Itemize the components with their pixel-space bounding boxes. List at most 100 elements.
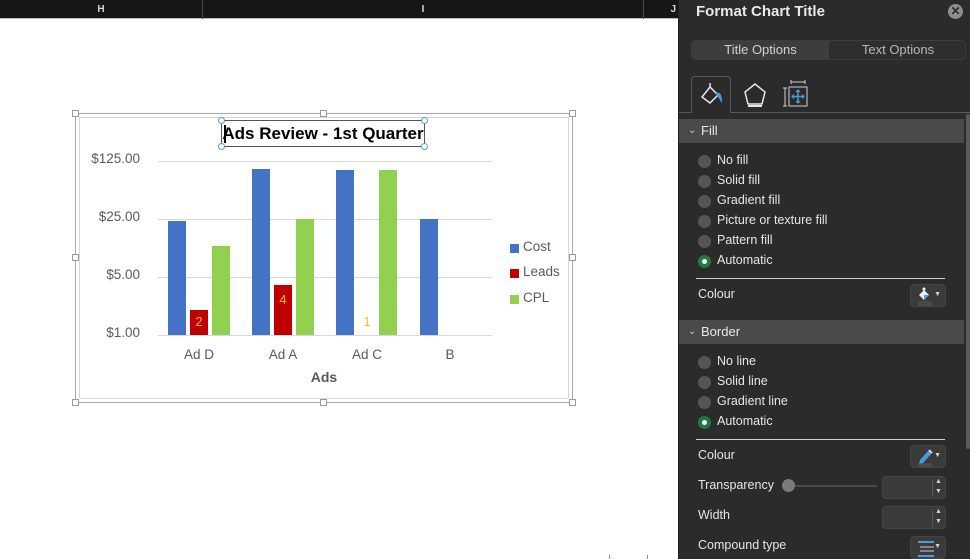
radio-button-selected[interactable] xyxy=(698,255,711,268)
legend-label: Leads xyxy=(523,264,560,279)
title-handle-se[interactable] xyxy=(421,143,428,150)
bar-cost-ad-d[interactable] xyxy=(168,221,186,335)
size-properties-tab[interactable] xyxy=(777,76,817,113)
y-tick-label: $5.00 xyxy=(106,267,140,282)
resize-handle-ne[interactable] xyxy=(569,110,576,117)
title-handle-ne[interactable] xyxy=(421,117,428,124)
transparency-input[interactable]: ▲ ▼ xyxy=(882,476,946,499)
tab-title-options[interactable]: Title Options xyxy=(692,41,829,59)
fill-colour-label: Colour xyxy=(698,287,735,301)
x-tick-label: Ad A xyxy=(268,347,298,362)
radio-label: Gradient fill xyxy=(717,193,781,207)
radio-button[interactable] xyxy=(698,175,711,188)
fill-colour-picker[interactable]: ▼ xyxy=(910,284,946,307)
legend-swatch xyxy=(510,295,519,304)
compound-type-label: Compound type xyxy=(698,538,787,552)
tab-text-options[interactable]: Text Options xyxy=(861,42,935,57)
width-input[interactable]: ▲ ▼ xyxy=(882,506,946,529)
divider xyxy=(696,439,945,440)
bar-cost-ad-a[interactable] xyxy=(252,169,270,335)
radio-button[interactable] xyxy=(698,235,711,248)
gridline xyxy=(158,161,492,162)
paint-bucket-icon xyxy=(918,287,932,306)
transparency-label: Transparency xyxy=(698,478,774,492)
radio-label: Automatic xyxy=(717,414,773,428)
format-chart-title-panel: Format Chart Title ✕ Title Options Text … xyxy=(678,0,970,559)
close-icon[interactable]: ✕ xyxy=(948,4,963,19)
data-label: 2 xyxy=(195,314,203,329)
resize-handle-e[interactable] xyxy=(569,254,576,261)
panel-scrollbar[interactable] xyxy=(966,114,970,449)
chart-title[interactable]: Ads Review - 1st Quarter xyxy=(221,120,425,147)
effects-pentagon-icon xyxy=(744,83,766,107)
radio-label: No fill xyxy=(717,153,749,167)
column-header-i[interactable]: I xyxy=(203,0,644,19)
x-axis-title[interactable]: Ads xyxy=(310,369,338,385)
data-label: 4 xyxy=(279,292,287,307)
border-section-header[interactable]: ⌄ Border xyxy=(679,320,964,344)
x-tick-label: Ad D xyxy=(183,347,214,362)
resize-handle-nw[interactable] xyxy=(72,110,79,117)
spinner-divider xyxy=(932,509,933,527)
resize-handle-s[interactable] xyxy=(320,399,327,406)
spinner-down-icon[interactable]: ▼ xyxy=(935,488,942,495)
radio-button[interactable] xyxy=(698,195,711,208)
spreadsheet-grid[interactable]: H I J Ads Review - 1st Quarter $125.00 $… xyxy=(0,0,678,559)
fill-line-tab[interactable] xyxy=(691,76,731,113)
compound-type-dropdown[interactable]: ▼ xyxy=(910,536,946,559)
chart-area xyxy=(79,117,569,399)
legend-label: Cost xyxy=(523,239,551,254)
effects-tab[interactable] xyxy=(735,76,775,113)
bar-cpl-ad-a[interactable] xyxy=(296,219,314,335)
chevron-down-icon: ⌄ xyxy=(688,326,697,337)
dropdown-arrow-icon: ▼ xyxy=(934,543,941,550)
bar-cpl-ad-c[interactable] xyxy=(379,170,397,335)
tab-divider xyxy=(679,112,970,113)
chart-title-text: Ads Review - 1st Quarter xyxy=(222,124,424,143)
radio-button[interactable] xyxy=(698,356,711,369)
transparency-slider-thumb[interactable] xyxy=(782,479,795,492)
radio-button[interactable] xyxy=(698,376,711,389)
transparency-slider-track[interactable] xyxy=(789,485,877,487)
dropdown-arrow-icon: ▼ xyxy=(934,291,941,298)
pencil-icon xyxy=(918,449,933,467)
resize-handle-w[interactable] xyxy=(72,254,79,261)
resize-handle-n[interactable] xyxy=(320,110,327,117)
column-header-j[interactable]: J xyxy=(644,0,678,19)
width-label: Width xyxy=(698,508,730,522)
column-i-label: I xyxy=(421,4,425,15)
radio-button-selected[interactable] xyxy=(698,416,711,429)
column-h-label: H xyxy=(97,4,105,15)
fill-section-title: Fill xyxy=(701,123,718,138)
bar-leads-ad-d[interactable] xyxy=(190,310,208,335)
legend-swatch xyxy=(510,269,519,278)
spinner-divider xyxy=(932,479,933,497)
border-colour-picker[interactable]: ▼ xyxy=(910,445,946,468)
bar-cost-b[interactable] xyxy=(420,219,438,335)
radio-button[interactable] xyxy=(698,155,711,168)
gridline xyxy=(158,277,492,278)
gridline xyxy=(158,219,492,220)
title-handle-sw[interactable] xyxy=(218,143,225,150)
radio-button[interactable] xyxy=(698,215,711,228)
chart-object[interactable] xyxy=(75,113,573,403)
fill-section-header[interactable]: ⌄ Fill xyxy=(679,119,964,143)
bar-cpl-ad-d[interactable] xyxy=(212,246,230,335)
y-tick-label: $25.00 xyxy=(98,209,140,224)
radio-label: No line xyxy=(717,354,756,368)
radio-label: Gradient line xyxy=(717,394,788,408)
resize-handle-se[interactable] xyxy=(569,399,576,406)
column-header-h[interactable]: H xyxy=(0,0,203,19)
title-handle-nw[interactable] xyxy=(218,117,225,124)
spinner-down-icon[interactable]: ▼ xyxy=(935,518,942,525)
panel-title: Format Chart Title xyxy=(696,3,825,20)
resize-handle-sw[interactable] xyxy=(72,399,79,406)
spinner-up-icon[interactable]: ▲ xyxy=(935,508,942,515)
bar-leads-ad-a[interactable] xyxy=(274,285,292,335)
options-segmented-control: Title Options Text Options xyxy=(691,40,966,60)
radio-button[interactable] xyxy=(698,396,711,409)
bar-cost-ad-c[interactable] xyxy=(336,170,354,335)
fill-line-icon xyxy=(700,83,722,104)
spinner-up-icon[interactable]: ▲ xyxy=(935,478,942,485)
